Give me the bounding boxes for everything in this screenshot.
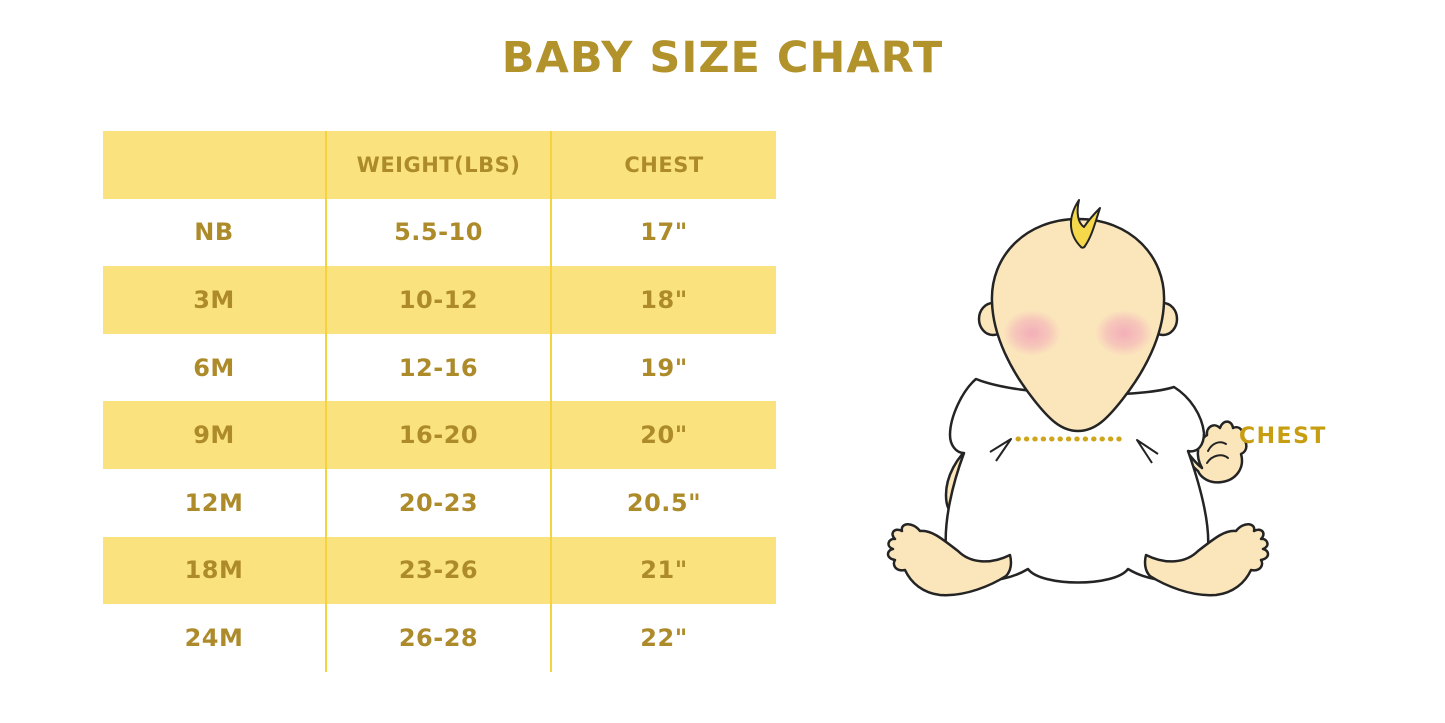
baby-left-cheek-blush — [1003, 310, 1061, 356]
chest-cell: 19" — [550, 333, 776, 402]
chest-cell: 18" — [550, 266, 776, 334]
table-row: 12M 20-23 20.5" — [103, 468, 776, 537]
chest-annotation-label: CHEST — [1239, 424, 1327, 449]
weight-cell: 16-20 — [325, 401, 551, 469]
baby-illustration-icon — [886, 199, 1270, 597]
chest-cell: 20.5" — [550, 468, 776, 537]
table-row: 24M 26-28 22" — [103, 604, 776, 672]
table-row: NB 5.5-10 17" — [103, 198, 776, 267]
weight-cell: 23-26 — [325, 536, 551, 605]
baby-size-table: WEIGHT(LBS) CHEST NB 5.5-10 17" 3M 10-12… — [103, 131, 776, 672]
baby-right-cheek-blush — [1095, 310, 1153, 356]
size-cell: 18M — [184, 556, 244, 585]
chest-cell: 22" — [550, 604, 776, 672]
right-sleeve-notch — [1136, 439, 1159, 464]
baby-left-leg — [886, 523, 1013, 597]
table-row: 3M 10-12 18" — [103, 266, 776, 334]
header-size — [103, 131, 326, 199]
weight-cell: 26-28 — [325, 604, 551, 672]
chest-cell: 17" — [550, 198, 776, 267]
header-chest: CHEST — [550, 131, 776, 199]
baby-right-leg — [1143, 523, 1270, 597]
header-weight: WEIGHT(LBS) — [325, 131, 551, 199]
table-row: 6M 12-16 19" — [103, 333, 776, 402]
size-cell: 9M — [193, 421, 235, 450]
page-title: BABY SIZE CHART — [501, 33, 944, 83]
fist-knuckle-lines — [1206, 441, 1229, 464]
weight-cell: 5.5-10 — [325, 198, 551, 267]
size-cell: 12M — [184, 488, 244, 517]
baby-onesie-body — [944, 377, 1210, 584]
weight-cell: 10-12 — [325, 266, 551, 334]
size-cell: 3M — [193, 285, 235, 314]
table-row: 9M 16-20 20" — [103, 401, 776, 469]
left-sleeve-notch — [989, 438, 1012, 462]
chest-cell: 21" — [550, 536, 776, 605]
table-header-row: WEIGHT(LBS) CHEST — [103, 131, 776, 199]
baby-hair-curl — [1070, 199, 1101, 249]
size-cell: NB — [194, 218, 234, 247]
size-cell: 24M — [184, 623, 244, 652]
baby-head — [990, 217, 1166, 433]
weight-cell: 20-23 — [325, 468, 551, 537]
weight-cell: 12-16 — [325, 333, 551, 402]
chest-cell: 20" — [550, 401, 776, 469]
size-cell: 6M — [193, 353, 235, 382]
table-row: 18M 23-26 21" — [103, 536, 776, 605]
